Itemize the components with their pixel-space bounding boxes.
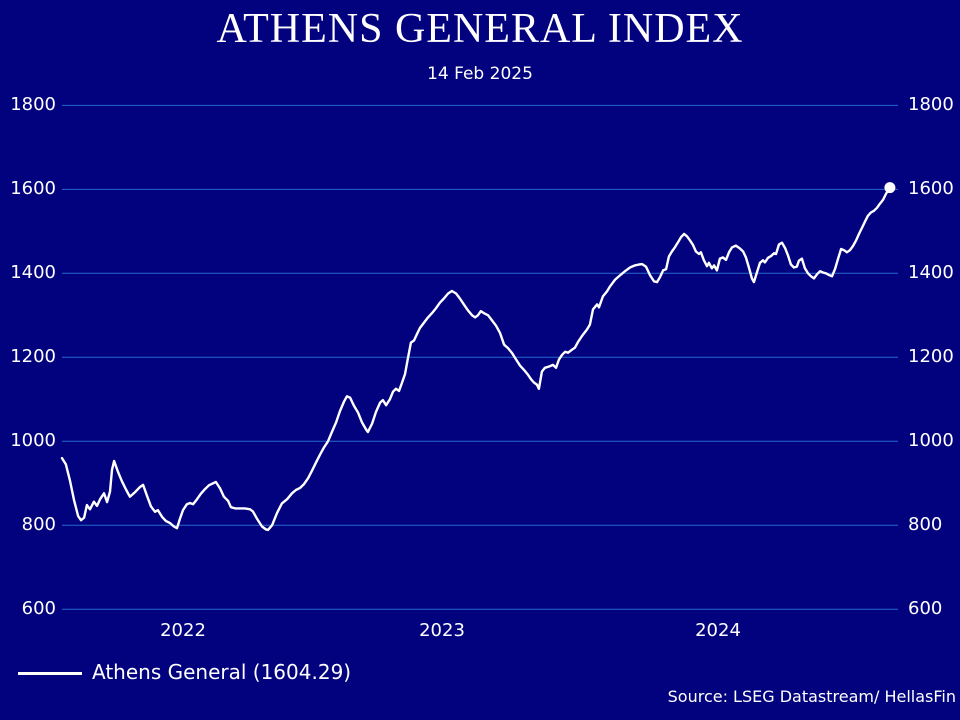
y-tick-label-right-1600: 1600 xyxy=(908,178,954,199)
x-tick-label-2024: 2024 xyxy=(695,620,741,641)
y-tick-label-left-800: 800 xyxy=(21,514,56,535)
legend-label: Athens General (1604.29) xyxy=(92,660,352,684)
legend-line-sample xyxy=(18,672,82,675)
y-tick-label-right-1200: 1200 xyxy=(908,346,954,367)
y-tick-label-right-800: 800 xyxy=(908,514,943,535)
x-tick-label-2023: 2023 xyxy=(419,620,465,641)
chart-subtitle: 14 Feb 2025 xyxy=(427,64,533,84)
y-tick-label-right-600: 600 xyxy=(908,598,943,619)
source-text: Source: LSEG Datastream/ HellasFin xyxy=(667,687,956,706)
y-tick-label-left-1200: 1200 xyxy=(10,346,56,367)
y-tick-label-left-600: 600 xyxy=(21,598,56,619)
y-tick-label-right-1800: 1800 xyxy=(908,94,954,115)
y-tick-label-left-1000: 1000 xyxy=(10,430,56,451)
series-line-athens-general xyxy=(60,186,892,532)
chart-title: ATHENS GENERAL INDEX xyxy=(216,6,744,52)
x-tick-label-2022: 2022 xyxy=(160,620,206,641)
y-tick-label-right-1400: 1400 xyxy=(908,262,954,283)
last-value-dot xyxy=(884,182,896,194)
y-tick-label-left-1600: 1600 xyxy=(10,178,56,199)
y-tick-label-left-1800: 1800 xyxy=(10,94,56,115)
y-tick-label-right-1000: 1000 xyxy=(908,430,954,451)
y-tick-label-left-1400: 1400 xyxy=(10,262,56,283)
